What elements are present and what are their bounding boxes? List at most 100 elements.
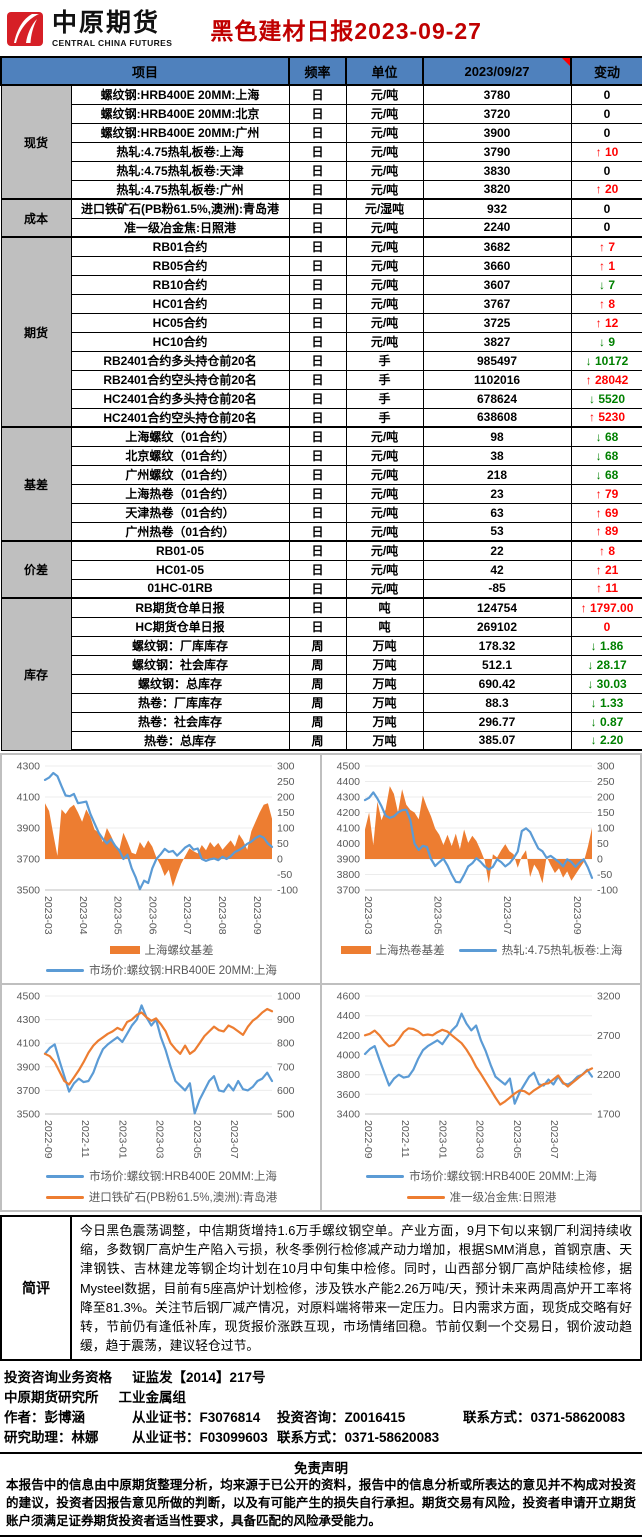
current-value: 1102016 — [422, 369, 572, 390]
change-value: ↑ 28042 — [570, 369, 642, 390]
svg-text:2023-07: 2023-07 — [548, 1120, 560, 1159]
frequency-value: 日 — [288, 331, 347, 352]
current-value: 42 — [422, 559, 572, 580]
change-value: ↑ 5230 — [570, 407, 642, 428]
company-name-en: CENTRAL CHINA FUTURES — [52, 37, 173, 48]
legend-label: 上海螺纹基差 — [144, 945, 214, 957]
item-name: 螺纹钢:HRB400E 20MM:上海 — [70, 84, 290, 105]
svg-text:4400: 4400 — [337, 776, 361, 788]
svg-text:4500: 4500 — [17, 991, 41, 1003]
unit-value: 万吨 — [345, 673, 424, 694]
current-value: 3827 — [422, 331, 572, 352]
table-row: 准一级冶金焦:日照港日元/吨 2240 0 — [1, 217, 642, 238]
table-row: 广州热卷（01合约）日元/吨 53 ↑ 89 — [1, 521, 642, 542]
current-value: 512.1 — [422, 654, 572, 675]
svg-text:2023-03: 2023-03 — [42, 896, 54, 935]
frequency-value: 日 — [288, 312, 347, 333]
svg-text:3400: 3400 — [337, 1109, 361, 1121]
svg-text:700: 700 — [277, 1061, 295, 1073]
svg-text:4000: 4000 — [337, 838, 361, 850]
table-header-row: 项目 频率 单位 2023/09/27 变动 — [0, 56, 642, 86]
change-value: 0 — [570, 160, 642, 181]
unit-value: 元/吨 — [345, 578, 424, 599]
current-value: 3820 — [422, 179, 572, 200]
svg-text:600: 600 — [277, 1085, 295, 1097]
svg-text:150: 150 — [597, 807, 615, 819]
svg-text:500: 500 — [277, 1109, 295, 1121]
item-name: 热卷：总库存 — [70, 730, 290, 751]
chart-legend: 上海热卷基差 热轧:4.75热轧板卷:上海 — [325, 940, 638, 961]
current-value: -85 — [422, 578, 572, 599]
table-row: 上海热卷（01合约）日元/吨 23 ↑ 79 — [1, 483, 642, 504]
current-value: 124754 — [422, 597, 572, 618]
table-row: 热卷：社会库存周万吨 296.77 ↓ 0.87 — [1, 711, 642, 732]
current-value: 3725 — [422, 312, 572, 333]
svg-text:50: 50 — [597, 838, 609, 850]
unit-value: 万吨 — [345, 730, 424, 751]
table-row: HC10合约日元/吨 3827 ↓ 9 — [1, 331, 642, 352]
col-header-frequency: 频率 — [288, 56, 348, 86]
chart-legend: 上海螺纹基差市场价:螺纹钢:HRB400E 20MM:上海 — [5, 940, 318, 981]
change-value: ↓ 68 — [570, 445, 642, 466]
table-row: 螺纹钢：厂库库存周万吨 178.32 ↓ 1.86 — [1, 635, 642, 656]
report-footer: 投资咨询业务资格 证监发【2014】217号 中原期货研究所 工业金属组 作者：… — [0, 1361, 642, 1452]
current-value: 2240 — [422, 217, 572, 238]
legend-item: 市场价:螺纹钢:HRB400E 20MM:上海 — [46, 1168, 277, 1184]
current-value: 638608 — [422, 407, 572, 428]
unit-value: 万吨 — [345, 635, 424, 656]
unit-value: 元/吨 — [345, 521, 424, 542]
item-name: 螺纹钢:HRB400E 20MM:北京 — [70, 103, 290, 124]
svg-text:2023-07: 2023-07 — [181, 896, 193, 935]
legend-item: 市场价:螺纹钢:HRB400E 20MM:上海 — [366, 1168, 597, 1184]
legend-line-swatch-icon — [366, 1174, 405, 1178]
group-label: 库存 — [0, 597, 72, 751]
svg-text:2023-01: 2023-01 — [117, 1120, 129, 1159]
unit-value: 手 — [345, 350, 424, 371]
legend-area-swatch-icon — [109, 946, 140, 954]
change-value: ↓ 68 — [570, 464, 642, 485]
legend-item: 市场价:螺纹钢:HRB400E 20MM:上海 — [46, 962, 277, 978]
license-number: 证监发【2014】217号 — [132, 1370, 266, 1386]
frequency-value: 日 — [288, 160, 347, 181]
unit-value: 万吨 — [345, 654, 424, 675]
org-line: 中原期货研究所 工业金属组 — [4, 1388, 638, 1408]
legend-item: 进口铁矿石(PB粉61.5%,澳洲):青岛港 — [45, 1189, 277, 1205]
frequency-value: 日 — [288, 255, 347, 276]
legend-label: 市场价:螺纹钢:HRB400E 20MM:上海 — [409, 1171, 597, 1183]
org-name: 中原期货研究所 — [4, 1390, 99, 1406]
legend-label: 准一级冶金焦:日照港 — [449, 1192, 557, 1204]
current-value: 3790 — [422, 141, 572, 162]
change-value: ↓ 7 — [570, 274, 642, 295]
company-logo-icon — [7, 12, 43, 46]
change-value: ↓ 30.03 — [570, 673, 642, 694]
assistant-contact: 联系方式：0371-58620083 — [277, 1430, 440, 1446]
svg-text:2022-11: 2022-11 — [79, 1120, 91, 1158]
table-row: HC01合约日元/吨 3767 ↑ 8 — [1, 293, 642, 314]
svg-text:3800: 3800 — [337, 1069, 361, 1081]
svg-text:3900: 3900 — [17, 823, 41, 835]
chart-shanghai-rebar-basis: 4300 4100 3900 3700 3500 300 250 200 150 100 50 0 -5… — [1, 754, 321, 984]
frequency-value: 日 — [288, 179, 347, 200]
unit-value: 元/吨 — [345, 331, 424, 352]
current-value: 178.32 — [422, 635, 572, 656]
svg-text:2022-09: 2022-09 — [362, 1120, 374, 1159]
unit-value: 元/吨 — [345, 160, 424, 181]
chart-canvas: 4500 4300 4100 3900 3700 3500 1000 900 800 700 600… — [17, 991, 301, 1159]
group-label: 期货 — [0, 236, 72, 428]
svg-text:2023-01: 2023-01 — [437, 1120, 449, 1159]
table-row: 库存 RB期货仓单日报日吨 124754 ↑ 1797.00 — [0, 597, 642, 751]
item-name: 进口铁矿石(PB粉61.5%,澳洲):青岛港 — [70, 198, 290, 219]
svg-text:3700: 3700 — [17, 854, 41, 866]
item-name: HC期货仓单日报 — [70, 616, 290, 637]
current-value: 385.07 — [422, 730, 572, 751]
change-value: ↓ 9 — [570, 331, 642, 352]
item-name: HC2401合约空头持仓前20名 — [70, 407, 290, 428]
unit-value: 元/吨 — [345, 540, 424, 561]
item-name: 热卷：社会库存 — [70, 711, 290, 732]
legend-area-swatch-icon — [340, 946, 371, 954]
svg-text:2023-03: 2023-03 — [362, 896, 374, 935]
legend-item: 热轧:4.75热轧板卷:上海 — [458, 942, 622, 958]
unit-value: 元/吨 — [345, 103, 424, 124]
svg-text:250: 250 — [597, 776, 615, 788]
table-row: 天津热卷（01合约）日元/吨 63 ↑ 69 — [1, 502, 642, 523]
